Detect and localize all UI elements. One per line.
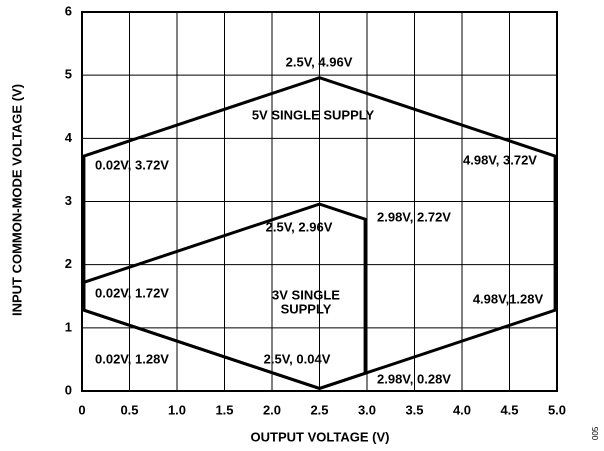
- y-axis-label: INPUT COMMON-MODE VOLTAGE (V): [9, 84, 24, 316]
- y-tick-label: 4: [65, 130, 73, 145]
- x-tick-label: 2.5: [310, 402, 328, 417]
- x-tick-label: 5.0: [548, 402, 566, 417]
- annotation: 5V SINGLE SUPPLY: [252, 107, 375, 122]
- plot-border: [81, 11, 558, 392]
- x-tick-label: 3.0: [358, 402, 376, 417]
- x-tick-label: 1.0: [168, 402, 186, 417]
- annotation: 2.5V, 2.96V: [266, 219, 333, 234]
- annotation: 0.02V, 1.72V: [95, 285, 169, 300]
- annotation: 3V SINGLE: [272, 287, 340, 302]
- y-tick-label: 3: [65, 193, 72, 208]
- series-line: [82, 202, 367, 391]
- y-tick-label: 0: [65, 382, 72, 397]
- annotation: 2.5V, 0.04V: [264, 351, 331, 366]
- annotation: SUPPLY: [281, 301, 332, 316]
- x-tick-label: 2.0: [263, 402, 281, 417]
- x-tick-label: 4.5: [500, 402, 518, 417]
- y-tick-label: 1: [65, 319, 72, 334]
- figure-id: 005: [591, 426, 600, 440]
- x-tick-label: 3.5: [405, 402, 423, 417]
- y-tick-label: 5: [65, 67, 72, 82]
- annotation: 4.98V,1.28V: [473, 291, 544, 306]
- x-tick-label: 1.5: [215, 402, 233, 417]
- annotation: 4.98V, 3.72V: [463, 152, 537, 167]
- y-tick-label: 2: [65, 256, 72, 271]
- x-tick-label: 0: [78, 402, 85, 417]
- annotation: 2.5V, 4.96V: [286, 54, 353, 69]
- annotation: 2.98V, 0.28V: [377, 371, 451, 386]
- y-tick-label: 6: [65, 3, 72, 18]
- x-tick-label: 0.5: [120, 402, 138, 417]
- x-tick-label: 4.0: [453, 402, 471, 417]
- annotation: 2.98V, 2.72V: [377, 209, 451, 224]
- annotation: 0.02V, 3.72V: [95, 157, 169, 172]
- x-axis-label: OUTPUT VOLTAGE (V): [251, 429, 390, 444]
- annotation: 0.02V, 1.28V: [95, 351, 169, 366]
